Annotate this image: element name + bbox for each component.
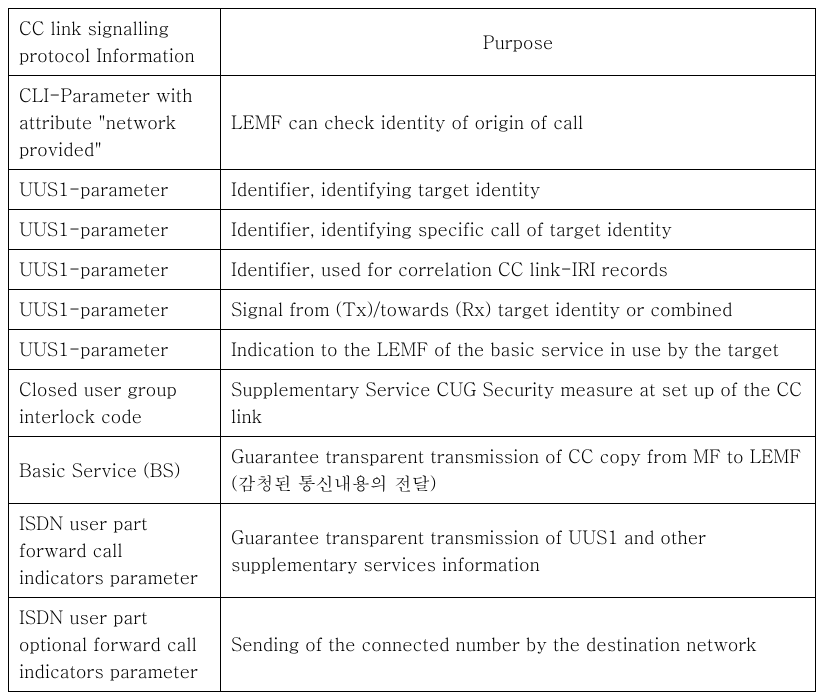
cc-link-table: CC link signalling protocol Information … xyxy=(8,8,816,692)
cell-purpose: Identifier, identifying target identity xyxy=(221,170,816,210)
cell-protocol: UUS1-parameter xyxy=(9,250,221,290)
table-row: UUS1-parameter Indication to the LEMF of… xyxy=(9,330,816,370)
cell-protocol: Closed user group interlock code xyxy=(9,370,221,437)
cell-protocol: UUS1-parameter xyxy=(9,210,221,250)
cell-purpose: LEMF can check identity of origin of cal… xyxy=(221,76,816,170)
header-purpose: Purpose xyxy=(221,9,816,76)
table-header-row: CC link signalling protocol Information … xyxy=(9,9,816,76)
cell-purpose: Signal from (Tx)/towards (Rx) target ide… xyxy=(221,290,816,330)
table-row: UUS1-parameter Identifier, identifying t… xyxy=(9,170,816,210)
cell-protocol: UUS1-parameter xyxy=(9,330,221,370)
table-row: ISDN user part optional forward call ind… xyxy=(9,598,816,692)
cell-protocol: CLI-Parameter with attribute "network pr… xyxy=(9,76,221,170)
cell-protocol: UUS1-parameter xyxy=(9,290,221,330)
table-row: UUS1-parameter Signal from (Tx)/towards … xyxy=(9,290,816,330)
cell-protocol: UUS1-parameter xyxy=(9,170,221,210)
cell-purpose: Supplementary Service CUG Security measu… xyxy=(221,370,816,437)
cell-purpose: Identifier, identifying specific call of… xyxy=(221,210,816,250)
table-row: UUS1-parameter Identifier, identifying s… xyxy=(9,210,816,250)
table-row: CLI-Parameter with attribute "network pr… xyxy=(9,76,816,170)
header-protocol: CC link signalling protocol Information xyxy=(9,9,221,76)
cell-protocol: ISDN user part optional forward call ind… xyxy=(9,598,221,692)
cell-purpose: Indication to the LEMF of the basic serv… xyxy=(221,330,816,370)
table-row: ISDN user part forward call indicators p… xyxy=(9,504,816,598)
cell-purpose: Sending of the connected number by the d… xyxy=(221,598,816,692)
cell-purpose: Identifier, used for correlation CC link… xyxy=(221,250,816,290)
table-row: UUS1-parameter Identifier, used for corr… xyxy=(9,250,816,290)
table-row: Basic Service (BS) Guarantee transparent… xyxy=(9,437,816,504)
cell-protocol: Basic Service (BS) xyxy=(9,437,221,504)
table-row: Closed user group interlock code Supplem… xyxy=(9,370,816,437)
cell-purpose: Guarantee transparent transmission of CC… xyxy=(221,437,816,504)
cell-purpose: Guarantee transparent transmission of UU… xyxy=(221,504,816,598)
cell-protocol: ISDN user part forward call indicators p… xyxy=(9,504,221,598)
